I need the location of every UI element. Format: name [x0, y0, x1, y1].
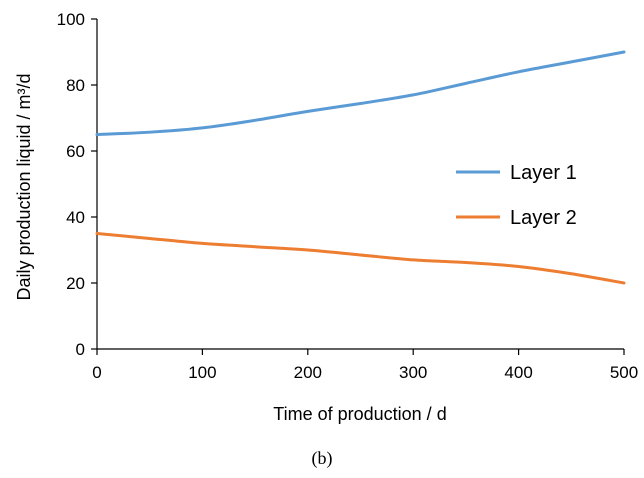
- legend-label-1: Layer 1: [510, 162, 577, 184]
- x-tick-label: 100: [188, 363, 216, 382]
- y-tick-label: 0: [76, 340, 85, 359]
- series-line-2: [95, 232, 626, 285]
- y-axis-ticks: 0 20 40 60 80 100: [57, 10, 97, 359]
- y-tick-label: 100: [57, 10, 85, 29]
- y-tick-label: 20: [66, 274, 85, 293]
- legend: Layer 1 Layer 2: [456, 162, 577, 229]
- y-axis-label: Daily production liquid / m³/d: [14, 73, 34, 300]
- figure-caption: (b): [311, 448, 333, 468]
- series-line-1: [95, 50, 626, 136]
- x-tick-label: 300: [399, 363, 427, 382]
- x-tick-label: 200: [294, 363, 322, 382]
- y-tick-label: 80: [66, 76, 85, 95]
- x-axis-ticks: 0 100 200 300 400 500: [92, 349, 638, 382]
- y-tick-label: 60: [66, 142, 85, 161]
- x-tick-label: 400: [504, 363, 532, 382]
- x-tick-label: 500: [610, 363, 638, 382]
- series-lines: [95, 50, 626, 285]
- y-tick-label: 40: [66, 208, 85, 227]
- legend-label-2: Layer 2: [510, 207, 577, 229]
- x-tick-label: 0: [92, 363, 101, 382]
- x-axis-label: Time of production / d: [273, 404, 446, 424]
